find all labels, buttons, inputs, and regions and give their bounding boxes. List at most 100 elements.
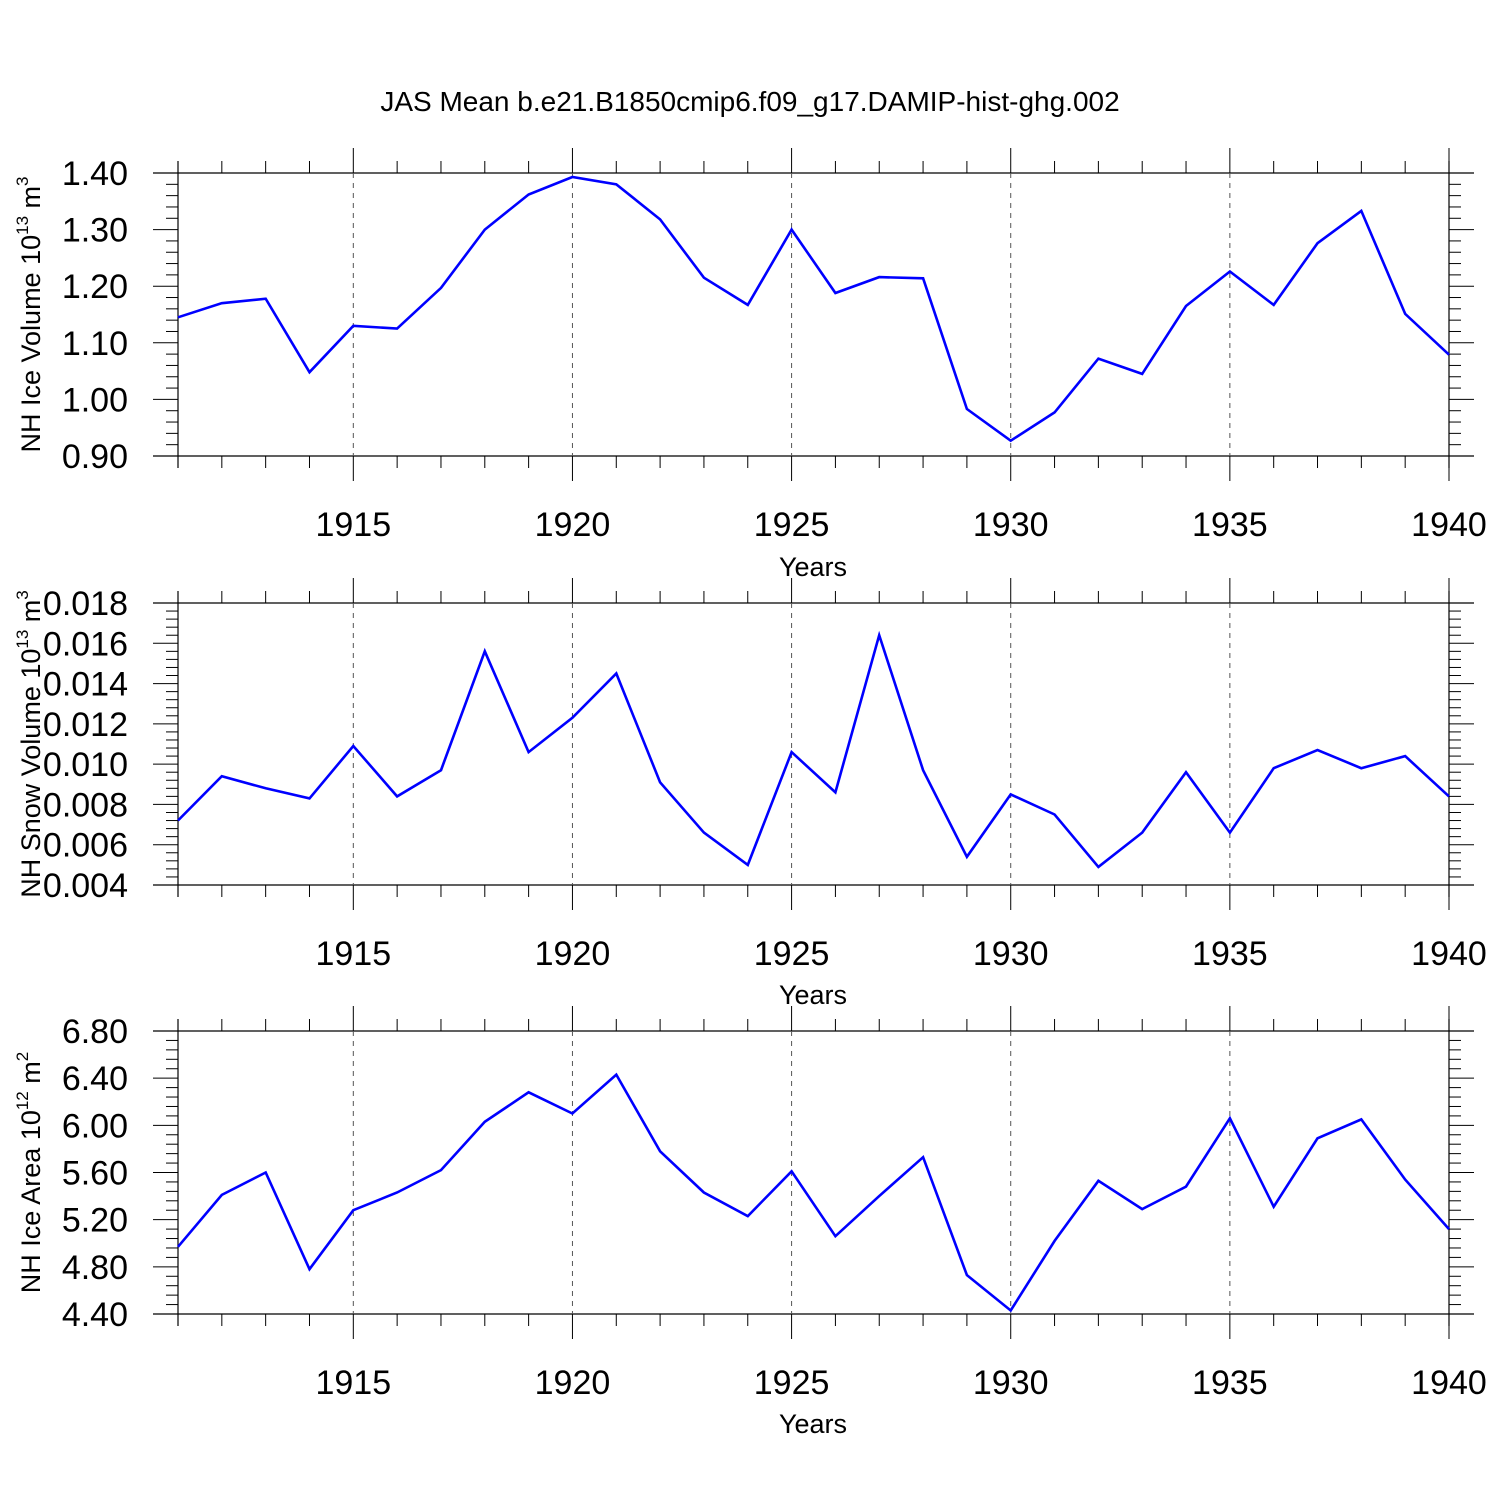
- x-tick-label: 1940: [1411, 1364, 1487, 1402]
- data-point: [178, 317, 179, 318]
- data-point: [923, 278, 924, 279]
- x-tick-label: 1915: [315, 1364, 391, 1402]
- panel-2: 1915 1920 1925 1930 1935 1940Years0.0040.0060…: [13, 578, 1487, 1010]
- data-point: [1229, 1118, 1230, 1119]
- data-point: [397, 1192, 398, 1193]
- x-tick-label: 1915: [315, 506, 391, 544]
- data-point: [835, 792, 836, 793]
- data-point: [791, 752, 792, 753]
- data-point: [221, 1194, 222, 1195]
- data-point: [879, 635, 880, 636]
- data-point: [1229, 271, 1230, 272]
- data-point: [1054, 412, 1055, 413]
- data-point: [1273, 768, 1274, 769]
- data-point: [528, 752, 529, 753]
- data-point: [616, 673, 617, 674]
- x-tick-label: 1935: [1192, 935, 1268, 973]
- data-point: [1142, 1209, 1143, 1210]
- data-point: [879, 1196, 880, 1197]
- x-tick-label: 1925: [754, 506, 830, 544]
- y-tick-label: 5.60: [62, 1155, 128, 1193]
- data-point: [178, 1246, 179, 1247]
- data-point: [1186, 306, 1187, 307]
- data-point: [309, 372, 310, 373]
- data-point: [1010, 1310, 1011, 1311]
- x-tick-label: 1920: [535, 1364, 611, 1402]
- data-point: [1273, 304, 1274, 305]
- x-axis-label: Years: [779, 1409, 847, 1439]
- y-tick-label: 5.20: [62, 1202, 128, 1240]
- data-point: [1405, 313, 1406, 314]
- y-axis-label: NH Ice Area 1012 m2: [13, 1052, 46, 1293]
- y-tick-label: 1.10: [62, 325, 128, 363]
- data-point: [703, 832, 704, 833]
- y-tick-label: 6.00: [62, 1107, 128, 1145]
- data-point: [703, 1192, 704, 1193]
- data-point: [616, 184, 617, 185]
- data-point: [353, 325, 354, 326]
- panels: 1915 1920 1925 1930 1935 1940 Years 0.90 1.00 1.1…: [13, 148, 1487, 1439]
- y-tick-label: 0.90: [62, 438, 128, 476]
- data-point: [966, 856, 967, 857]
- data-point: [528, 194, 529, 195]
- data-point: [221, 303, 222, 304]
- y-tick-label: 0.018: [43, 585, 128, 623]
- data-point: [1405, 756, 1406, 757]
- y-tick-label: 0.014: [43, 666, 128, 704]
- y-tick-label: 0.010: [43, 746, 128, 784]
- data-point: [221, 776, 222, 777]
- x-tick-label: 1925: [754, 935, 830, 973]
- data-point: [879, 277, 880, 278]
- y-tick-label: 1.00: [62, 381, 128, 419]
- data-point: [747, 1216, 748, 1217]
- data-point: [484, 651, 485, 652]
- data-point: [440, 1170, 441, 1171]
- data-point: [1317, 1138, 1318, 1139]
- series-line: [177, 175, 1450, 443]
- x-tick-label: 1930: [973, 1364, 1049, 1402]
- y-tick-label: 1.40: [62, 155, 128, 193]
- x-tick-label: 1940: [1411, 506, 1487, 544]
- data-point: [440, 770, 441, 771]
- data-point: [835, 1236, 836, 1237]
- panel-3: 1915 1920 1925 1930 1935 1940 Years 4.40 4.80 5.2…: [13, 1006, 1487, 1439]
- y-tick-label: 6.40: [62, 1060, 128, 1098]
- data-point: [747, 864, 748, 865]
- data-point: [1098, 358, 1099, 359]
- data-point: [1361, 768, 1362, 769]
- y-tick-label: 0.004: [43, 867, 128, 905]
- data-point: [265, 298, 266, 299]
- data-point: [660, 782, 661, 783]
- data-point: [1186, 772, 1187, 773]
- y-axis-label: NH Ice Volume 1013 m3: [13, 177, 46, 453]
- figure-title: JAS Mean b.e21.B1850cmip6.f09_g17.DAMIP-…: [380, 86, 1119, 117]
- data-point: [484, 229, 485, 230]
- data-point: [1142, 832, 1143, 833]
- data-point: [265, 1172, 266, 1173]
- data-point: [1054, 1240, 1055, 1241]
- data-point: [484, 1121, 485, 1122]
- data-point: [1405, 1179, 1406, 1180]
- x-tick-label: 1940: [1411, 935, 1487, 973]
- data-point: [1142, 373, 1143, 374]
- data-point: [747, 304, 748, 305]
- data-point: [791, 1171, 792, 1172]
- x-tick-label: 1920: [535, 935, 611, 973]
- y-tick-label: 1.30: [62, 212, 128, 250]
- x-tick-label: 1935: [1192, 1364, 1268, 1402]
- data-point: [660, 219, 661, 220]
- data-point: [1054, 814, 1055, 815]
- data-point: [923, 770, 924, 771]
- x-tick-label: 1920: [535, 506, 611, 544]
- data-point: [528, 1092, 529, 1093]
- y-tick-label: 6.80: [62, 1013, 128, 1051]
- data-point: [178, 820, 179, 821]
- data-point: [572, 1113, 573, 1114]
- y-tick-label: 0.006: [43, 827, 128, 865]
- data-point: [353, 746, 354, 747]
- data-point: [397, 796, 398, 797]
- data-point: [265, 788, 266, 789]
- data-point: [1273, 1206, 1274, 1207]
- data-point: [309, 1269, 310, 1270]
